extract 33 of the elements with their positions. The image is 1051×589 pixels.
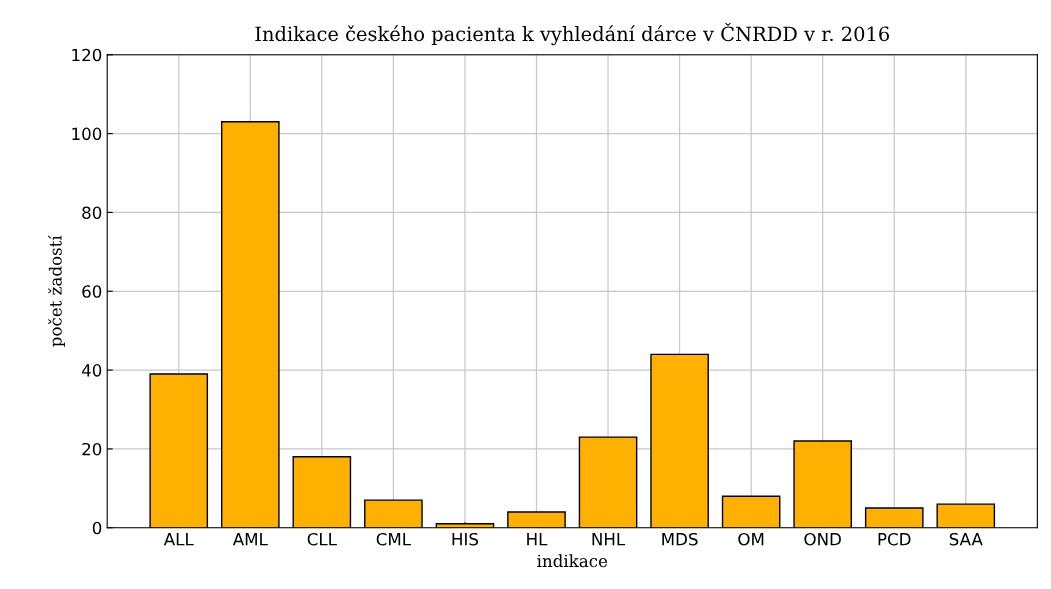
- x-tick-label: CLL: [307, 532, 337, 546]
- bar: [507, 511, 566, 528]
- bar: [149, 373, 209, 528]
- bar: [721, 495, 781, 528]
- x-tick-label: OM: [738, 532, 764, 546]
- x-tick-label: MDS: [662, 532, 698, 546]
- bar: [292, 456, 352, 528]
- x-tick-label: SAA: [949, 532, 983, 546]
- x-tick-label: NHL: [592, 533, 626, 546]
- bar: [864, 507, 924, 528]
- x-tick-label: ALL: [163, 533, 194, 546]
- x-axis-title: indikace: [537, 554, 608, 568]
- bar: [578, 436, 638, 528]
- y-tick-label: 80: [82, 206, 102, 219]
- x-tick-label: HIS: [452, 532, 479, 546]
- bar: [364, 499, 423, 528]
- bar: [650, 353, 709, 528]
- y-tick-label: 20: [82, 442, 102, 456]
- y-tick-label: 100: [72, 127, 102, 141]
- x-tick-label: PCD: [878, 532, 911, 546]
- y-tick-label: 40: [81, 364, 102, 377]
- bar: [220, 121, 280, 528]
- y-tick-label: 120: [72, 48, 102, 62]
- chart-title: Indikace českého pacienta k vyhledání dárce v ČNRDD v r. 2016: [255, 22, 890, 46]
- bar: [793, 440, 853, 528]
- x-tick-label: HL: [527, 533, 548, 546]
- bar: [936, 503, 996, 528]
- y-tick-label: 0: [92, 521, 102, 535]
- y-tick-label: 60: [82, 285, 102, 298]
- x-tick-label: CML: [376, 532, 411, 546]
- y-axis-title: počet žadostí: [48, 235, 65, 347]
- x-tick-label: OND: [804, 532, 841, 546]
- x-tick-label: AML: [232, 533, 268, 546]
